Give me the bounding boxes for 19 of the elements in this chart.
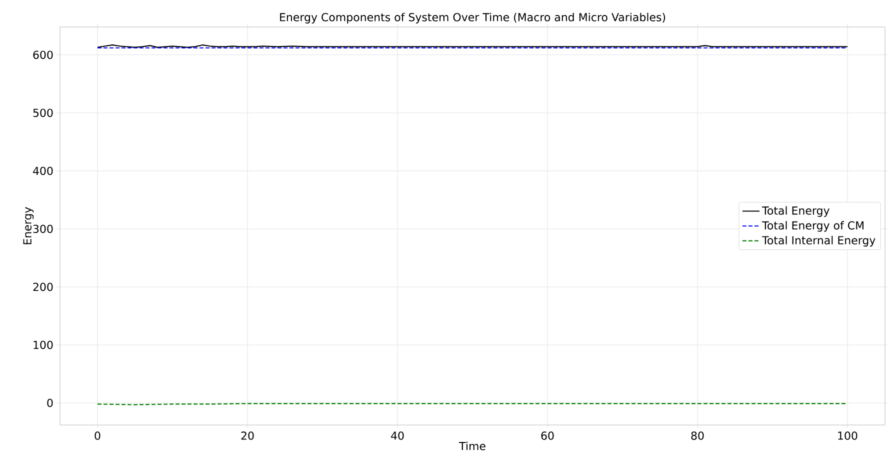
legend-label: Total Energy: [762, 206, 830, 217]
chart-title: Energy Components of System Over Time (Macro and Micro Variables): [280, 12, 666, 24]
legend-label: Total Internal Energy: [762, 236, 876, 247]
y-tick-label: 400: [33, 166, 53, 176]
x-tick-label: 100: [838, 432, 858, 440]
x-tick-label: 40: [391, 432, 404, 440]
x-tick-label: 20: [241, 432, 254, 440]
x-tick-label: 0: [94, 432, 100, 440]
y-tick-label: 500: [33, 108, 53, 118]
x-tick-label: 80: [691, 432, 704, 440]
x-tick-label: 60: [541, 432, 554, 440]
y-tick-label: 0: [47, 398, 53, 408]
legend-label: Total Energy of CM: [762, 221, 864, 232]
y-tick-label: 100: [34, 340, 53, 350]
y-tick-label: 200: [33, 282, 53, 292]
y-tick-label: 300: [33, 224, 53, 234]
x-axis-title: Time: [459, 442, 486, 450]
y-tick-label: 600: [33, 50, 53, 60]
y-axis-title: Energy: [23, 207, 34, 244]
